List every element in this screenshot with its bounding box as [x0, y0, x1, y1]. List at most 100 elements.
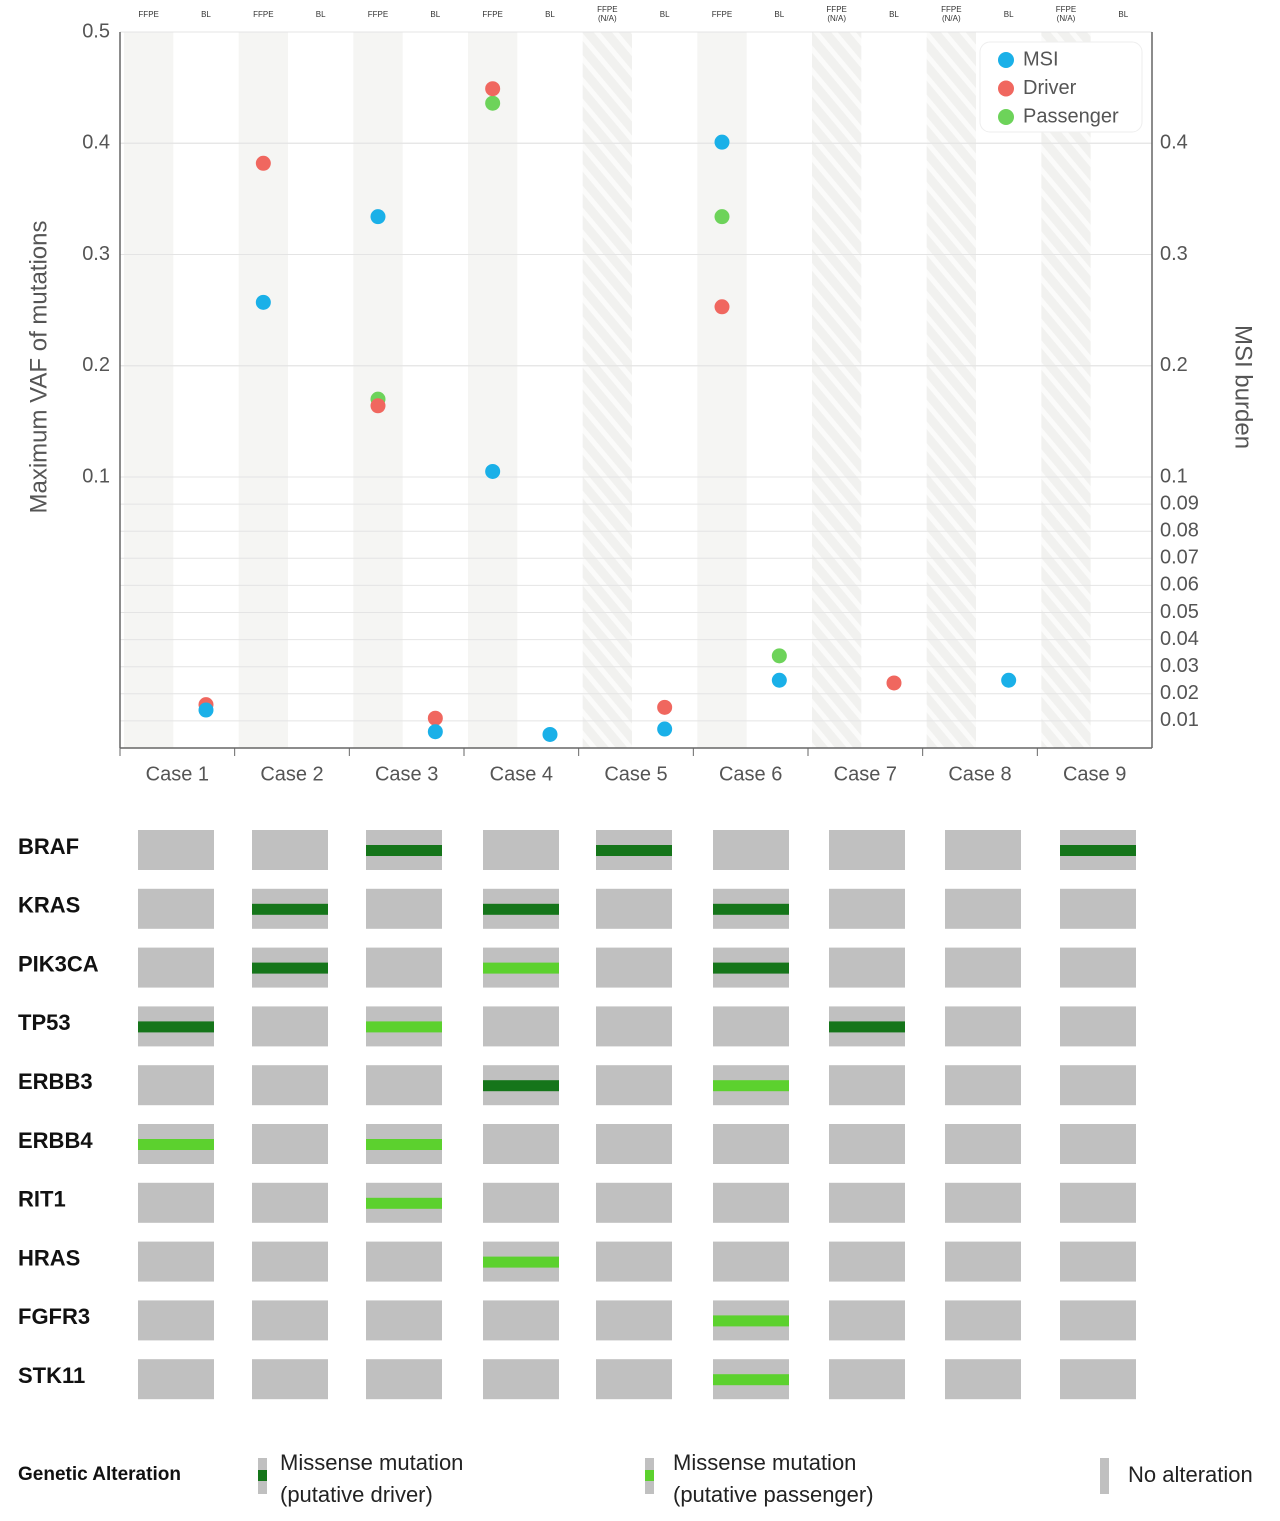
- y2-tick-label: 0.1: [1160, 465, 1188, 487]
- y-tick-label: 0.3: [82, 243, 110, 265]
- x-tick-label: Case 6: [719, 763, 782, 785]
- alteration-cell: [829, 888, 905, 929]
- alteration-bar: [138, 1021, 214, 1033]
- y-tick-label: 0.5: [82, 20, 110, 42]
- alteration-cell: [713, 1006, 789, 1047]
- y-tick-label: 0.4: [82, 132, 110, 154]
- gene-label: PIK3CA: [18, 951, 99, 976]
- alteration-cell: [596, 1006, 672, 1047]
- x-tick-label: Case 1: [146, 763, 209, 785]
- alteration-bar: [1060, 845, 1136, 856]
- point: [771, 648, 787, 664]
- alteration-cell: [483, 830, 559, 870]
- y2-tick-label: 0.02: [1160, 682, 1199, 704]
- legend-label: Passenger: [1023, 105, 1119, 127]
- alteration-cell: [945, 888, 1021, 929]
- y2-tick-label: 0.4: [1160, 132, 1188, 154]
- legend-label: No alteration: [1128, 1462, 1253, 1487]
- y2-tick-label: 0.08: [1160, 519, 1199, 541]
- alteration-cell: [829, 947, 905, 988]
- y2-axis-title: MSI burden: [1230, 325, 1257, 449]
- alteration-bar: [366, 1139, 442, 1150]
- legend-marker: [998, 109, 1014, 125]
- alteration-cell: [138, 1300, 214, 1341]
- column-label: BL: [430, 10, 441, 19]
- legend-icon-bar: [258, 1470, 267, 1481]
- y2-tick-label: 0.2: [1160, 354, 1188, 376]
- gene-label: STK11: [18, 1363, 85, 1388]
- alteration-bar: [366, 845, 442, 856]
- point: [427, 724, 443, 740]
- point: [714, 209, 730, 225]
- gene-label: TP53: [18, 1010, 71, 1035]
- alteration-bar: [483, 1080, 559, 1092]
- alteration-cell: [138, 1241, 214, 1282]
- alteration-cell: [366, 1241, 442, 1282]
- point: [657, 699, 673, 715]
- alteration-bar: [483, 1256, 559, 1268]
- alteration-cell: [138, 830, 214, 870]
- column-band-hatched: [812, 32, 862, 748]
- point: [714, 134, 730, 150]
- point: [198, 702, 214, 718]
- column-label: FFPE: [253, 10, 274, 19]
- alteration-cell: [138, 947, 214, 988]
- alteration-cell: [945, 1006, 1021, 1047]
- column-label: BL: [889, 10, 899, 19]
- alteration-cell: [483, 1359, 559, 1400]
- legend-label: Missense mutation (putative passenger): [673, 1450, 874, 1507]
- point: [485, 81, 501, 97]
- alteration-cell: [1060, 1006, 1136, 1047]
- column-label: FFPE (N/A): [1055, 5, 1077, 23]
- y2-tick-label: 0.06: [1160, 574, 1199, 596]
- alteration-cell: [483, 1182, 559, 1223]
- alteration-bar: [829, 1021, 905, 1033]
- column-label: BL: [774, 10, 785, 19]
- alteration-cell: [252, 830, 328, 870]
- alteration-cell: [945, 1241, 1021, 1282]
- alteration-cell: [138, 1359, 214, 1400]
- alteration-cell: [366, 1065, 442, 1106]
- point: [255, 294, 271, 310]
- alteration-bar: [713, 1374, 789, 1386]
- alteration-cell: [713, 1241, 789, 1282]
- column-label: FFPE: [367, 10, 389, 19]
- alteration-cell: [829, 1065, 905, 1106]
- column-band: [468, 32, 518, 748]
- alteration-cell: [1060, 1300, 1136, 1341]
- alteration-cell: [483, 1006, 559, 1047]
- column-label: BL: [201, 10, 211, 19]
- legend-marker: [998, 52, 1014, 68]
- alteration-cell: [252, 1124, 328, 1164]
- point: [714, 299, 730, 315]
- column-band: [353, 32, 403, 748]
- alteration-bar: [713, 962, 789, 974]
- column-label: BL: [315, 10, 326, 19]
- alteration-cell: [138, 1182, 214, 1223]
- point: [485, 95, 501, 111]
- alteration-cell: [596, 1065, 672, 1106]
- column-label: FFPE: [138, 10, 159, 19]
- alteration-cell: [596, 1241, 672, 1282]
- alteration-cell: [483, 1124, 559, 1164]
- alteration-cell: [1060, 1241, 1136, 1282]
- column-label: FFPE (N/A): [826, 5, 847, 23]
- alteration-cell: [1060, 888, 1136, 929]
- alteration-bar: [483, 962, 559, 974]
- column-label: FFPE (N/A): [941, 5, 962, 23]
- gene-label: HRAS: [18, 1245, 80, 1270]
- point: [1001, 672, 1017, 688]
- legend-label: Missense mutation (putative driver): [280, 1450, 464, 1507]
- y2-tick-label: 0.01: [1160, 709, 1199, 731]
- alteration-cell: [829, 1359, 905, 1400]
- alteration-cell: [596, 888, 672, 929]
- column-label: BL: [545, 10, 555, 19]
- x-tick-label: Case 8: [948, 763, 1011, 785]
- alteration-bar: [713, 1315, 789, 1327]
- alteration-bar: [596, 845, 672, 856]
- point: [427, 710, 443, 726]
- alteration-cell: [483, 1300, 559, 1341]
- alteration-cell: [252, 1300, 328, 1341]
- x-tick-label: Case 9: [1063, 763, 1126, 785]
